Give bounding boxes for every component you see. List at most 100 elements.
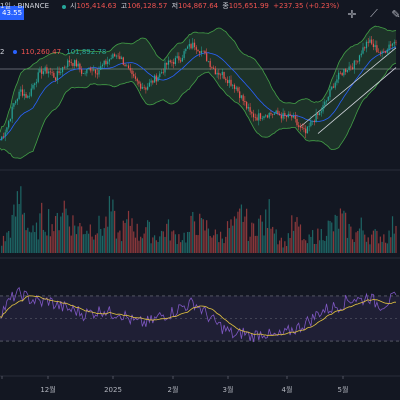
volume-bar [63,200,65,253]
volume-bar [388,230,390,253]
candle-body [391,43,394,46]
volume-bar [226,221,229,253]
candle-body [285,115,288,118]
volume-bar [315,243,317,253]
bb-readout: 2 110,260.47 101,892.78 [0,48,107,56]
trendline-icon[interactable]: ⟋ [370,7,378,20]
candle-body [145,87,147,90]
candle-body [98,69,100,75]
volume-bar [46,235,48,253]
brush-icon[interactable]: ✎ [391,7,400,21]
volume-bar [49,236,51,253]
candle-body [15,101,17,104]
candle-body [331,86,333,90]
volume-bar [100,228,102,253]
volume-bar [48,209,50,253]
volume-bar [372,230,375,253]
volume-bar [167,219,170,253]
candle-body [134,76,137,79]
candle-body [23,94,25,96]
volume-bar [119,230,121,253]
candle-body [379,52,381,54]
candle-body [133,74,135,77]
volume-bar [279,240,281,253]
candle-body [393,41,395,44]
candle-body [21,89,24,96]
volume-bar [303,239,305,253]
volume-bar [160,230,163,253]
volume-bar [254,235,256,253]
candle-body [376,45,378,52]
candle-body [82,73,84,74]
volume-bar [284,241,286,253]
candle-body [110,58,112,60]
volume-bar [186,231,189,253]
volume-bar [159,236,161,253]
volume-bar [318,240,321,253]
volume-bar [94,234,97,253]
candle-body [199,51,201,54]
candle-body [213,67,215,69]
candle-body [246,102,248,109]
candle-body [211,67,213,68]
volume-bar [251,222,253,253]
candle-body [237,87,239,92]
volume-bar [140,236,142,253]
candle-body [129,68,131,71]
x-tick-label: 2월 [168,385,179,394]
candle-body [369,39,371,43]
volume-bar [252,223,255,253]
candle-body [162,72,164,73]
candle-body [49,71,51,73]
candle-body [225,78,227,81]
bollinger-mid [0,46,397,141]
volume-bar [230,219,232,253]
candle-body [292,115,295,118]
volume-bar [35,222,38,253]
candle-body [259,113,262,119]
volume-bar [77,226,79,253]
volume-bar [141,238,144,253]
x-tick-label: 5월 [338,385,349,394]
candle-body [384,51,387,53]
candle-body [100,66,102,70]
volume-bar [258,218,260,253]
volume-bar [108,196,111,253]
candle-body [214,68,216,75]
volume-bar [378,243,380,253]
candle-body [193,42,196,48]
candle-body [355,60,357,62]
volume-bar [84,233,86,253]
volume-bar [296,217,298,253]
volume-bar [237,211,239,253]
volume-bar [91,236,93,253]
volume-bar [37,239,39,253]
candle-body [320,111,322,113]
candle-body [216,72,218,75]
candle-body [324,101,326,106]
volume-bar [81,226,83,253]
volume-bar [197,235,199,253]
volume-bar [98,215,100,253]
candle-body [159,73,161,77]
volume-bar [327,220,329,253]
candle-body [325,100,328,102]
candle-body [298,125,300,128]
candle-body [256,117,258,121]
volume-bar [169,240,171,253]
candle-body [334,82,336,88]
volume-bar [171,231,173,253]
cursor-icon[interactable]: ✛ [347,7,357,21]
volume-bar [110,211,112,253]
volume-bar [129,225,131,253]
volume-bar [384,242,387,253]
volume-bar [153,235,156,253]
candle-body [374,45,376,47]
candle-body [136,78,138,82]
candle-body [67,60,69,68]
candle-body [9,118,12,122]
volume-bar [341,213,343,253]
candle-body [317,113,319,116]
candle-body [117,55,119,57]
